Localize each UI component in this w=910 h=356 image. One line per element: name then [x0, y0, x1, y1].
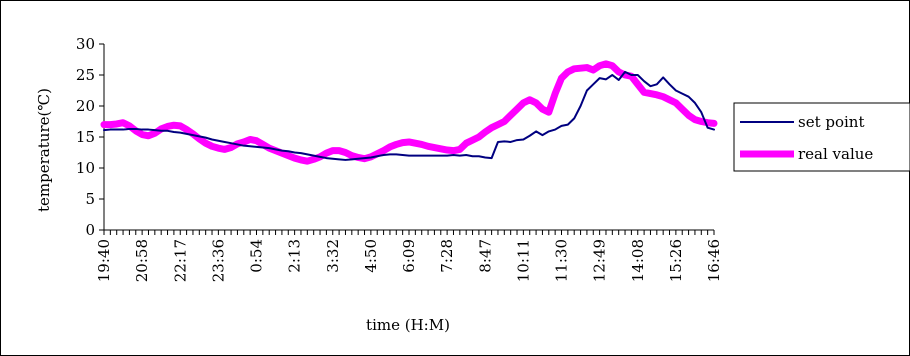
x-tick-label: 8:47 [476, 239, 494, 273]
x-tick-label: 19:40 [95, 239, 113, 282]
plot-area [100, 60, 718, 165]
y-axis-label: temperature(℃) [35, 88, 53, 212]
y-tick-label: 0 [85, 221, 95, 239]
x-tick-label: 16:46 [705, 239, 723, 282]
x-tick-label: 0:54 [248, 239, 266, 273]
x-tick-label: 4:50 [362, 239, 380, 273]
legend-label: set point [798, 113, 865, 131]
x-tick-label: 20:58 [133, 239, 151, 282]
x-tick-label: 7:28 [438, 239, 456, 273]
y-tick-label: 25 [76, 66, 95, 84]
x-tick-label: 3:32 [324, 239, 342, 273]
y-tick-label: 30 [76, 35, 95, 53]
y-tick-label: 5 [85, 190, 95, 208]
series-line-real-value [100, 60, 718, 165]
x-tick-label: 22:17 [171, 239, 189, 282]
x-tick-label: 12:49 [591, 239, 609, 282]
x-tick-label: 23:36 [209, 239, 227, 282]
y-tick-label: 15 [76, 128, 95, 146]
x-tick-label: 15:26 [667, 239, 685, 282]
legend-box [733, 102, 910, 172]
legend-label: real value [798, 145, 873, 163]
x-tick-label: 2:13 [286, 239, 304, 273]
x-tick-label: 11:30 [553, 239, 571, 282]
legend: set point real value [733, 102, 910, 172]
x-axis-label: time (H:M) [366, 316, 450, 334]
x-tick-label: 14:08 [629, 239, 647, 282]
y-tick-label: 20 [76, 97, 95, 115]
x-tick-label: 6:09 [400, 239, 418, 273]
y-tick-label: 10 [76, 159, 95, 177]
x-tick-label: 10:11 [514, 239, 532, 282]
axes: 0 5 10 15 20 25 30 19:40 20:58 22:17 23:36 0:54 2:13… [76, 35, 723, 282]
series-line-set-point [103, 70, 715, 161]
